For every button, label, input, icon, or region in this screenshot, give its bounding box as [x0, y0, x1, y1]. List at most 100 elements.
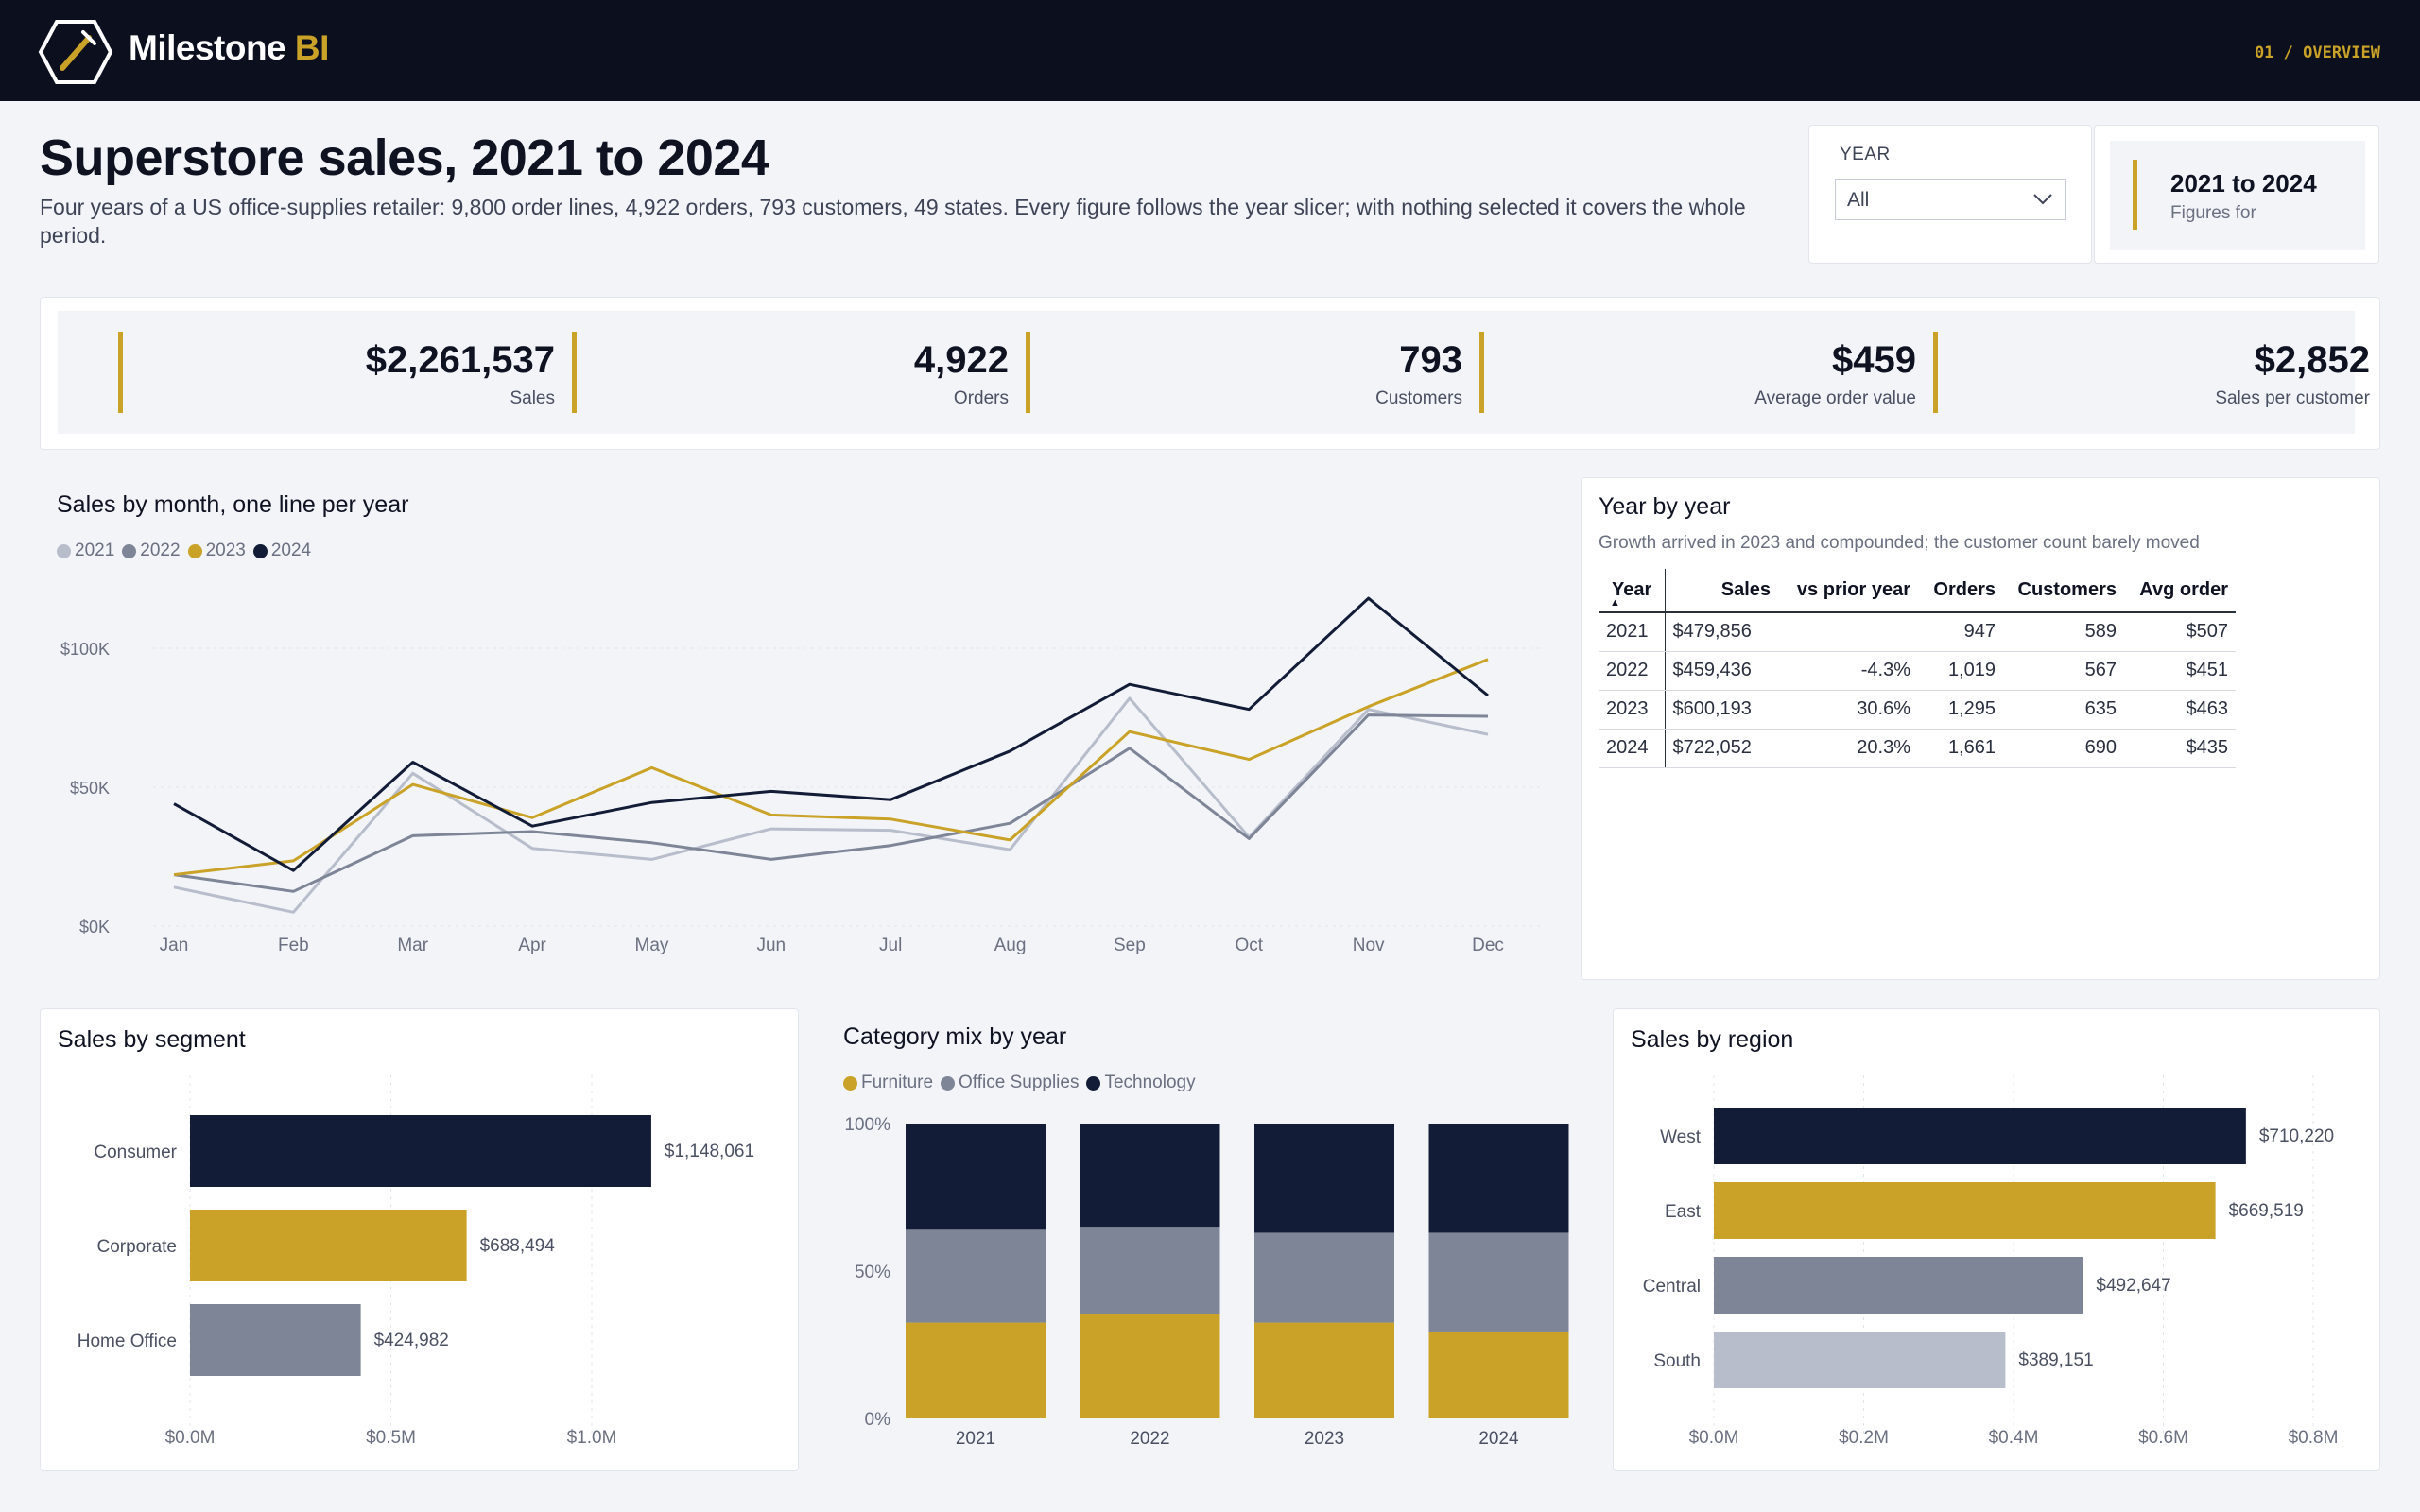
legend-item[interactable]: 2023	[187, 541, 246, 561]
period-context-inner: 2021 to 2024 Figures for	[2110, 141, 2365, 250]
legend-label: 2021	[75, 541, 115, 560]
cell-avg-order: $463	[2124, 690, 2236, 730]
kpi-strip: $2,261,537 Sales 4,922 Orders 793 Custom…	[58, 311, 2370, 434]
column-header-year[interactable]: Year ▲	[1599, 569, 1666, 613]
kpi-accent-bar	[1479, 332, 1484, 413]
x-tick-label: $0.0M	[1689, 1428, 1739, 1448]
year-dropdown-value: All	[1847, 189, 1870, 211]
legend-label: Furniture	[861, 1073, 934, 1092]
y-tick-label: $50K	[70, 779, 110, 798]
series-line-2022	[173, 713, 1489, 893]
sort-ascending-icon: ▲	[1610, 597, 1620, 609]
data-label: $688,494	[480, 1236, 556, 1256]
x-tick-label: Aug	[994, 936, 1027, 955]
legend-swatch	[57, 543, 71, 558]
column-header-vs-prior-year[interactable]: vs prior year	[1778, 569, 1918, 613]
card-title: Sales by segment	[58, 1026, 246, 1053]
cell-orders: 1,295	[1918, 690, 2003, 730]
legend-label: 2023	[205, 541, 246, 560]
category-label: South	[1653, 1351, 1701, 1371]
cell-vs-prior-year: 30.6%	[1778, 690, 1918, 730]
category-label: Central	[1643, 1277, 1701, 1297]
year-table-card: Year by year Growth arrived in 2023 and …	[1581, 477, 2380, 980]
cell-year: 2021	[1599, 612, 1666, 652]
x-tick-label: 2022	[1130, 1429, 1169, 1449]
cell-sales: $722,052	[1665, 729, 1778, 768]
category-label: Consumer	[94, 1143, 177, 1162]
bar-home-office	[190, 1304, 361, 1376]
legend-item[interactable]: 2022	[122, 541, 181, 561]
column-header-avg-order[interactable]: Avg order	[2124, 569, 2236, 613]
segment-technology-2022	[1080, 1124, 1220, 1228]
column-header-sales[interactable]: Sales	[1665, 569, 1778, 613]
x-tick-label: 2023	[1305, 1429, 1344, 1449]
data-label: $389,151	[2018, 1350, 2093, 1370]
kpi-value: $2,261,537	[365, 339, 555, 381]
y-tick-label: 50%	[855, 1263, 890, 1282]
kpi-accent-bar	[1933, 332, 1938, 413]
x-tick-label: Apr	[518, 936, 546, 955]
kpi-value: $2,852	[2254, 339, 2370, 381]
cell-sales: $459,436	[1665, 651, 1778, 691]
kpi-average-order-value: $459 Average order value	[1479, 332, 1931, 413]
kpi-accent-bar	[572, 332, 577, 413]
cell-customers: 635	[2003, 690, 2124, 730]
segment-office-supplies-2024	[1428, 1232, 1569, 1332]
cell-customers: 567	[2003, 651, 2124, 691]
monthly-sales-card: Sales by month, one line per year 2021 20…	[40, 478, 1581, 970]
year-dropdown[interactable]: All	[1835, 179, 2066, 220]
column-header-orders[interactable]: Orders	[1918, 569, 2003, 613]
data-label: $424,982	[374, 1331, 449, 1350]
segment-furniture-2023	[1254, 1322, 1394, 1418]
x-tick-label: Dec	[1472, 936, 1504, 955]
x-tick-label: $1.0M	[567, 1428, 617, 1448]
kpi-accent-bar	[118, 332, 123, 413]
segment-furniture-2021	[906, 1322, 1046, 1418]
column-header-label: Year	[1612, 579, 1652, 600]
category-label: East	[1665, 1202, 1702, 1222]
cell-avg-order: $507	[2124, 612, 2236, 652]
page-subtitle: Four years of a US office-supplies retai…	[40, 195, 1746, 248]
legend-item[interactable]: Office Supplies	[941, 1073, 1079, 1093]
y-tick-label: $100K	[60, 640, 110, 659]
cell-year: 2024	[1599, 729, 1666, 768]
x-tick-label: Jan	[160, 936, 189, 955]
legend-label: 2022	[140, 541, 181, 560]
bar-west	[1714, 1108, 2246, 1164]
bar-central	[1714, 1257, 2083, 1314]
cell-customers: 589	[2003, 612, 2124, 652]
card-title: Sales by region	[1631, 1026, 1794, 1053]
data-label: $492,647	[2096, 1276, 2170, 1296]
x-tick-label: 2024	[1478, 1429, 1519, 1449]
table-header-row: Year ▲ Sales vs prior year Orders Custome…	[1599, 569, 2236, 613]
period-label: Figures for	[2170, 203, 2256, 223]
x-tick-label: Sep	[1114, 936, 1146, 955]
line-chart: $0K $50K $100K Jan Feb Mar Apr May Jun Jul Aug Sep O…	[60, 596, 1543, 955]
x-tick-label: $0.0M	[165, 1428, 216, 1448]
x-tick-label: Jul	[879, 936, 902, 955]
segment-technology-2021	[906, 1124, 1046, 1230]
segment-technology-2023	[1254, 1124, 1394, 1233]
kpi-label: Customers	[1375, 388, 1462, 408]
page-tag: 01 / OVERVIEW	[2254, 43, 2380, 62]
x-tick-label: Feb	[278, 936, 309, 955]
legend-label: Office Supplies	[959, 1073, 1080, 1092]
legend-swatch	[843, 1075, 857, 1091]
period-context-card: 2021 to 2024 Figures for	[2094, 125, 2379, 264]
logo-icon	[38, 20, 113, 84]
legend-item[interactable]: Furniture	[843, 1073, 933, 1093]
column-header-customers[interactable]: Customers	[2003, 569, 2124, 613]
card-title: Sales by month, one line per year	[57, 491, 409, 518]
legend-item[interactable]: Technology	[1086, 1073, 1196, 1093]
bar-south	[1714, 1332, 2006, 1388]
data-label: $1,148,061	[665, 1142, 754, 1161]
kpi-value: 793	[1399, 339, 1462, 381]
legend-item[interactable]: 2021	[57, 541, 114, 561]
series-line-2021	[173, 696, 1489, 914]
bar-corporate	[190, 1210, 467, 1281]
segment-furniture-2022	[1080, 1314, 1220, 1418]
legend-item[interactable]: 2024	[252, 541, 311, 561]
slicer-label: YEAR	[1840, 145, 1891, 164]
legend-swatch	[187, 543, 202, 558]
table-row: 2021 $479,856 947 589 $507	[1599, 612, 2236, 652]
